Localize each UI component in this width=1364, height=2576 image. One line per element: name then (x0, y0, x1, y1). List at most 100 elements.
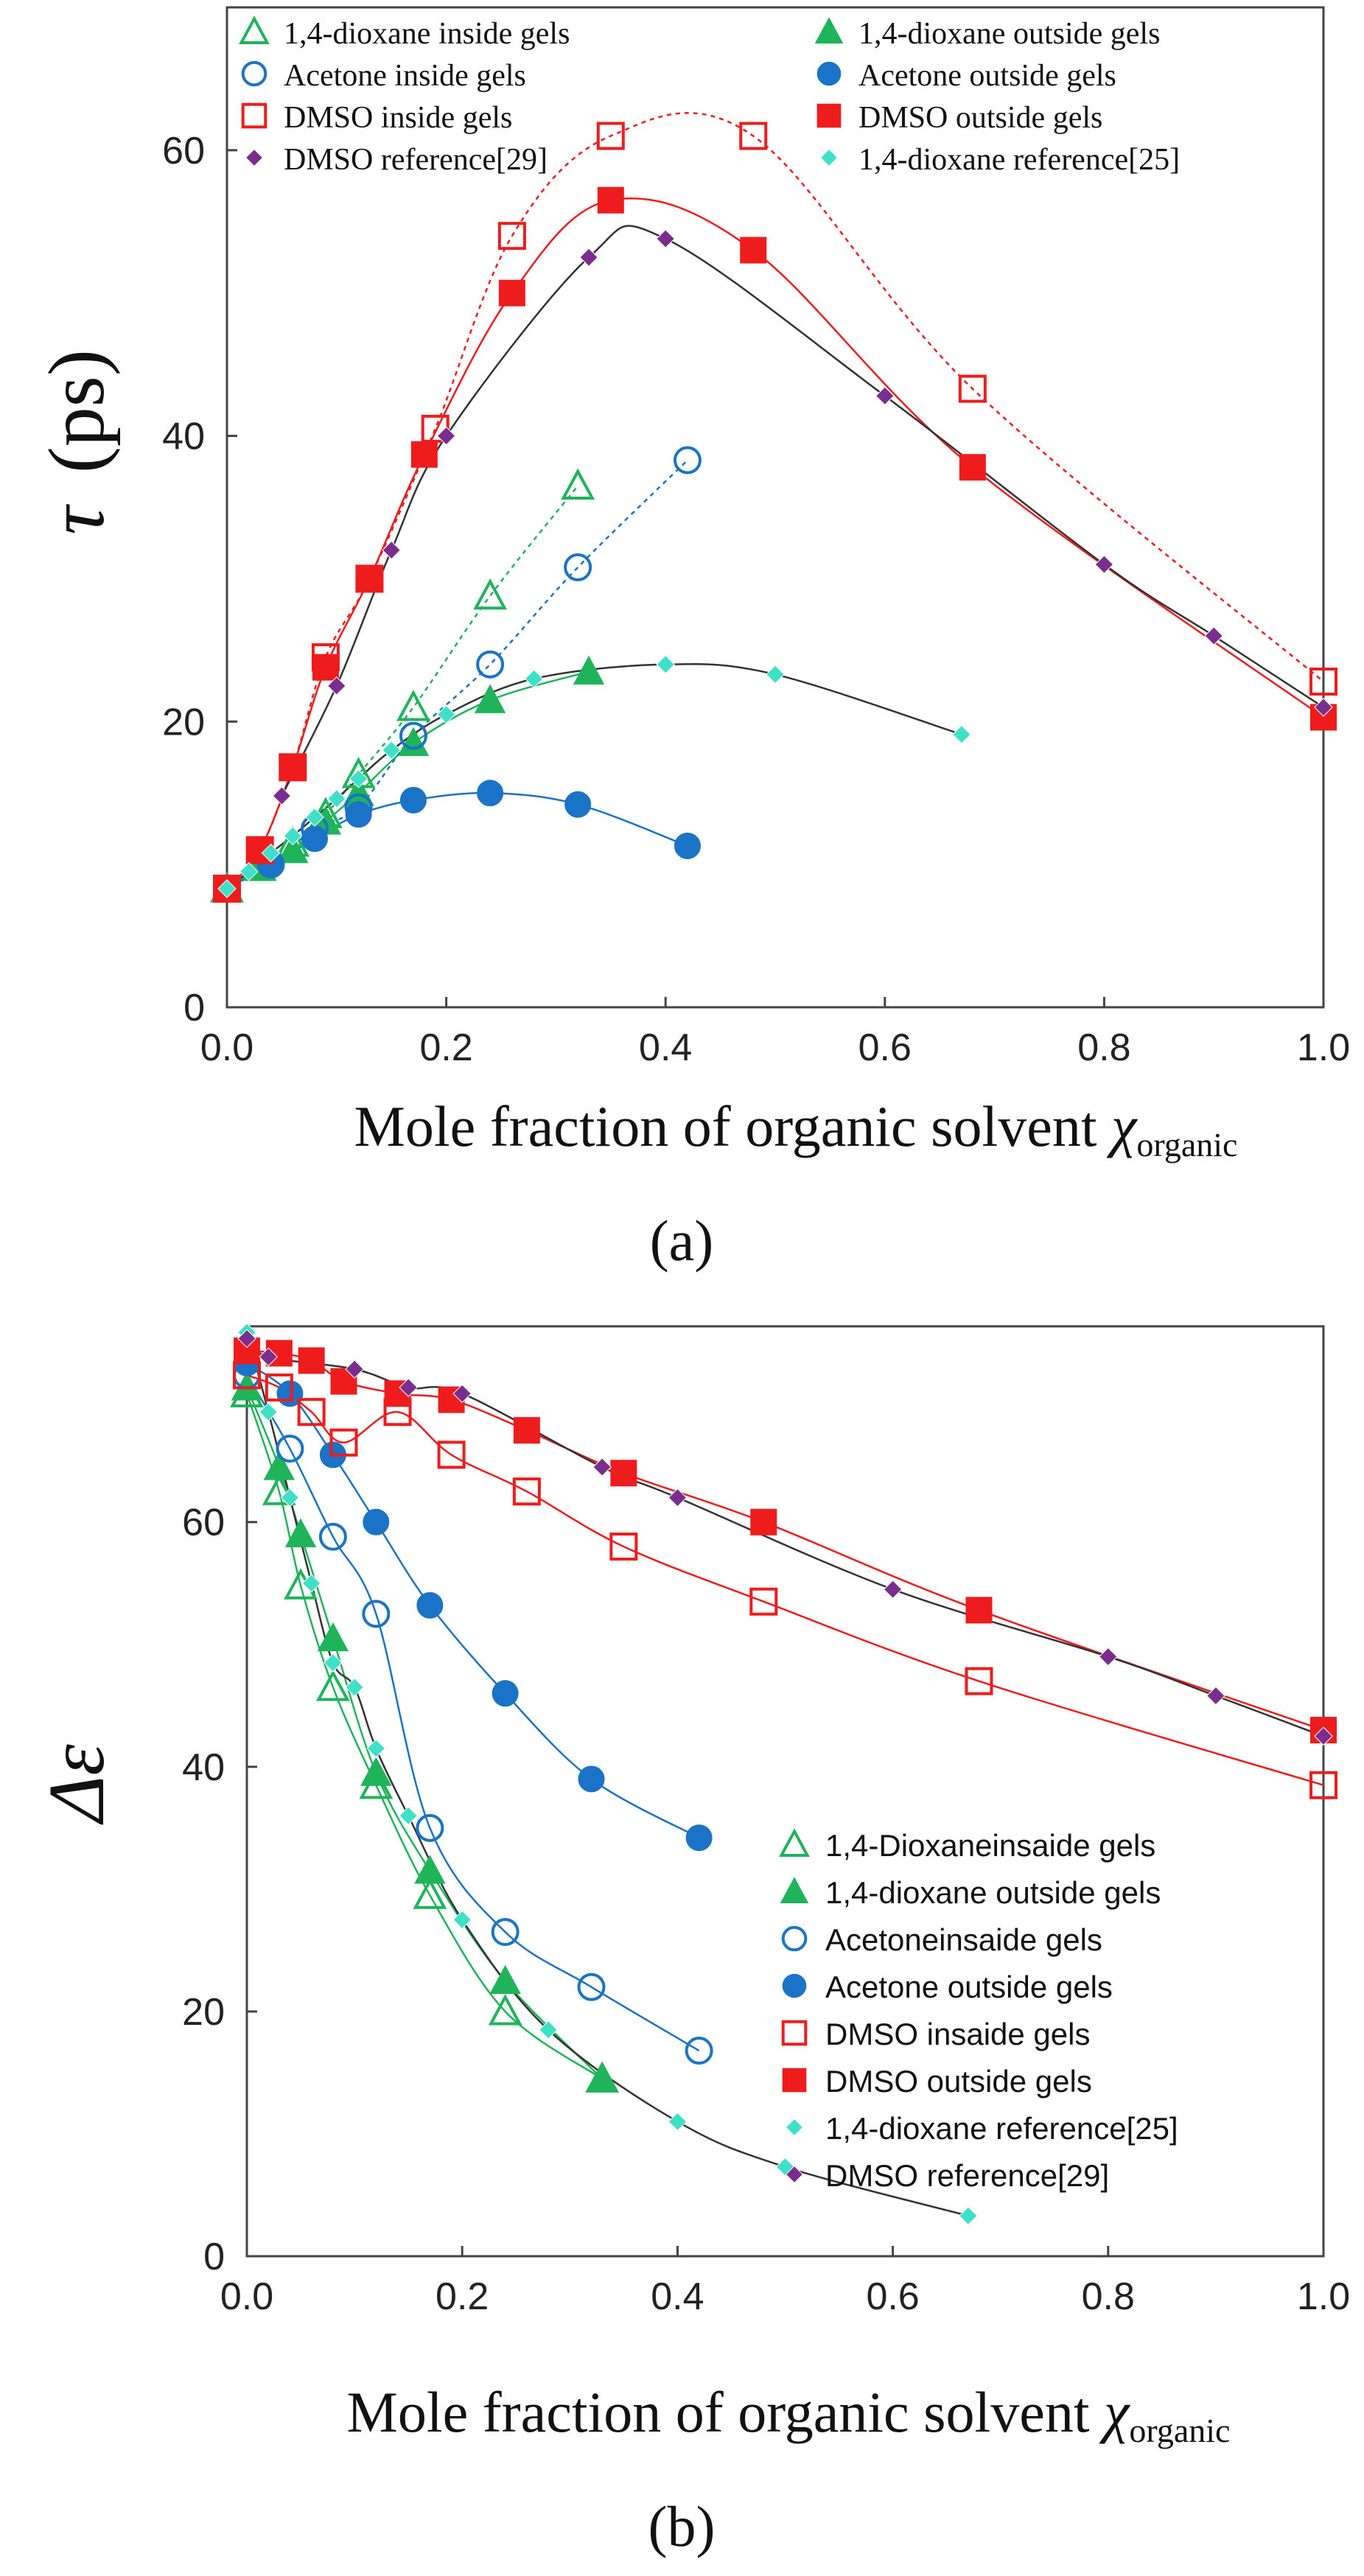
data-point (766, 665, 785, 685)
legend-marker (814, 17, 844, 43)
data-point (345, 801, 372, 828)
data-point (237, 1329, 256, 1348)
legend-label: 1,4-dioxane outside gels (825, 1875, 1161, 1910)
x-tick-label: 0.6 (858, 1026, 912, 1069)
data-point (477, 780, 504, 807)
data-point (1309, 1771, 1337, 1799)
fit-curve (246, 1362, 700, 1839)
data-point (329, 1428, 358, 1457)
data-point (399, 1378, 418, 1397)
data-marks-b (230, 1323, 1337, 2226)
data-point (958, 374, 987, 403)
data-point (579, 248, 598, 267)
data-point (539, 2020, 558, 2040)
y-tick-label: 20 (162, 701, 205, 743)
data-point (1098, 1647, 1118, 1667)
data-point (301, 1573, 321, 1593)
data-point (959, 2206, 978, 2226)
x-tick-label: 0.6 (866, 2275, 919, 2318)
data-point (326, 789, 346, 808)
data-point (246, 836, 273, 864)
legend-marker (239, 15, 270, 44)
data-point (263, 1451, 295, 1480)
data-point (284, 1518, 317, 1547)
y-tick-label: 20 (182, 1991, 225, 2034)
x-tick-label: 1.0 (1297, 2275, 1350, 2318)
data-point (363, 1508, 390, 1536)
legend-label: 1,4-dioxane reference[25] (825, 2111, 1178, 2146)
data-point (272, 786, 292, 805)
data-point (674, 832, 701, 859)
data-point (578, 1765, 605, 1793)
legend-marker (785, 2165, 804, 2184)
data-point (312, 654, 339, 681)
data-point (1314, 698, 1333, 717)
legend-marker (245, 148, 264, 167)
data-point (497, 222, 526, 251)
fit-curve (246, 1374, 1324, 1786)
data-point (1314, 1726, 1333, 1746)
data-point (345, 1359, 364, 1379)
data-point (489, 1964, 521, 1994)
data-point (382, 540, 402, 560)
data-point (740, 237, 767, 264)
legend-marker (785, 2118, 804, 2137)
data-point (610, 1460, 637, 1487)
legend-marker (241, 60, 267, 87)
data-point (261, 843, 281, 863)
legend-label: DMSO outside gels (858, 101, 1102, 135)
fit-curve (226, 459, 688, 890)
fit-curve (226, 662, 962, 890)
data-point (491, 1917, 520, 1946)
data-point (883, 1580, 903, 1599)
data-point (739, 122, 768, 150)
y-tick-label: 40 (182, 1746, 225, 1789)
legend-marker (819, 148, 839, 167)
data-point (685, 1824, 713, 1852)
data-point (399, 721, 427, 750)
data-point (298, 1347, 325, 1374)
legend-marker (781, 2020, 808, 2046)
data-point (959, 454, 986, 481)
legend-label: DMSO inside gels (284, 101, 512, 135)
data-point (262, 1474, 296, 1505)
y-axis-label-b: Δε (33, 1744, 121, 1825)
data-point (410, 441, 438, 468)
x-tick-label: 0.8 (1082, 2275, 1135, 2318)
data-marks-a (210, 122, 1337, 903)
x-tick-label: 0.2 (436, 2275, 489, 2318)
data-point (875, 386, 895, 406)
data-point (259, 1402, 279, 1422)
x-axis-label-b: Mole fraction of organic solvent χorgani… (347, 2380, 1231, 2449)
legend-label: Acetone outside gels (825, 1970, 1113, 2004)
legend-label: Acetoneinsaide gels (825, 1922, 1102, 1957)
x-tick-label: 0.0 (200, 1026, 253, 1069)
data-point (416, 1813, 444, 1842)
data-point (276, 1435, 304, 1463)
data-point (596, 122, 625, 150)
y-axis-label-a: τ (ps) (33, 349, 121, 535)
data-point (452, 1384, 472, 1404)
data-point (217, 879, 237, 898)
x-tick-label: 0.4 (639, 1026, 692, 1069)
data-point (673, 446, 702, 475)
data-point (239, 862, 259, 881)
data-point (750, 1508, 777, 1536)
data-point (668, 1488, 688, 1508)
legend-a: 1,4-dioxane inside gels 1,4-dioxane outsi… (239, 15, 1180, 177)
fit-curve (246, 1349, 1324, 1732)
data-point (315, 1670, 350, 1701)
chart-panel-b: 0.0 0.2 0.4 0.6 0.8 1.0 0 20 40 60 1,4-Dioxaneins… (33, 1323, 1350, 2558)
data-point (259, 1347, 279, 1367)
data-point (473, 578, 508, 610)
data-point (283, 826, 303, 846)
x-tick-label: 0.8 (1077, 1026, 1130, 1069)
data-point (396, 690, 430, 721)
data-point (656, 229, 676, 248)
data-point (952, 724, 971, 744)
axis-ticks-a: 0.0 0.2 0.4 0.6 0.8 1.0 0 20 40 60 (162, 130, 1350, 1069)
data-point (597, 186, 624, 214)
data-point (326, 676, 346, 696)
legend-marker (782, 1973, 807, 1998)
